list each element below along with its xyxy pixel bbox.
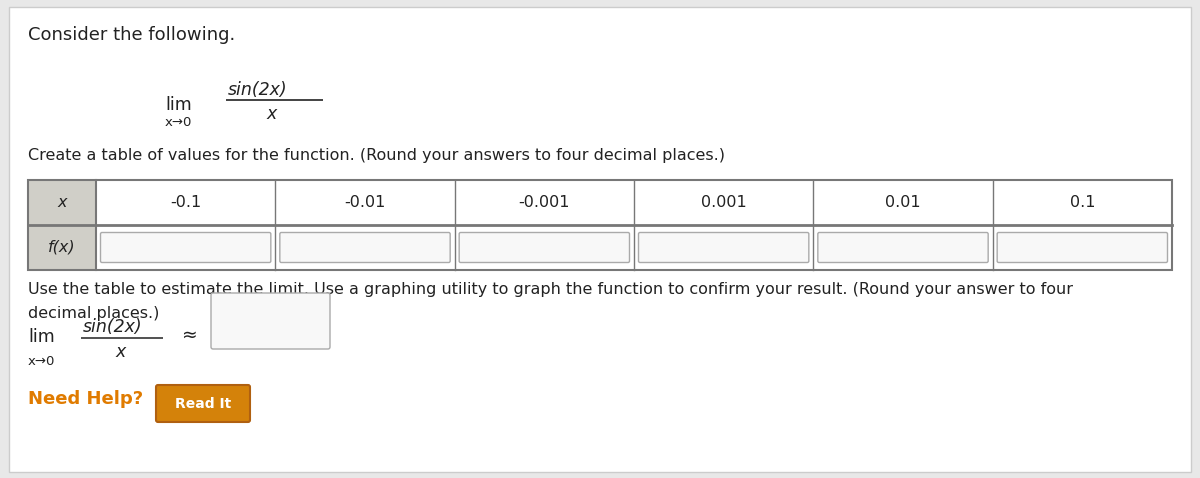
Text: x: x <box>266 105 276 123</box>
FancyBboxPatch shape <box>638 232 809 262</box>
FancyBboxPatch shape <box>460 232 630 262</box>
Text: Read It: Read It <box>175 396 232 411</box>
Text: sin(2x): sin(2x) <box>83 318 143 336</box>
Text: 0.1: 0.1 <box>1069 195 1096 210</box>
Bar <box>28 180 1172 270</box>
FancyBboxPatch shape <box>211 293 330 349</box>
Text: Use the table to estimate the limit. Use a graphing utility to graph the functio: Use the table to estimate the limit. Use… <box>28 282 1073 297</box>
FancyBboxPatch shape <box>997 232 1168 262</box>
Text: x: x <box>115 343 125 361</box>
Text: Create a table of values for the function. (Round your answers to four decimal p: Create a table of values for the functio… <box>28 148 725 163</box>
Text: 0.01: 0.01 <box>886 195 920 210</box>
Text: lim: lim <box>166 96 192 114</box>
FancyBboxPatch shape <box>156 385 250 422</box>
FancyBboxPatch shape <box>101 232 271 262</box>
Text: -0.001: -0.001 <box>518 195 570 210</box>
FancyBboxPatch shape <box>818 232 988 262</box>
Text: sin(2x): sin(2x) <box>228 81 288 99</box>
Text: ≈: ≈ <box>181 326 197 345</box>
Bar <box>28 180 96 225</box>
Text: f(x): f(x) <box>48 240 76 255</box>
Text: x→0: x→0 <box>166 116 192 129</box>
Text: x: x <box>58 195 67 210</box>
Text: 0.001: 0.001 <box>701 195 746 210</box>
Text: Consider the following.: Consider the following. <box>28 26 235 44</box>
Text: lim: lim <box>28 328 55 346</box>
Text: x→0: x→0 <box>28 355 55 368</box>
Text: decimal places.): decimal places.) <box>28 306 160 321</box>
Text: -0.01: -0.01 <box>344 195 385 210</box>
FancyBboxPatch shape <box>280 232 450 262</box>
Text: -0.1: -0.1 <box>170 195 202 210</box>
Bar <box>28 225 96 270</box>
Text: Need Help?: Need Help? <box>28 390 143 408</box>
